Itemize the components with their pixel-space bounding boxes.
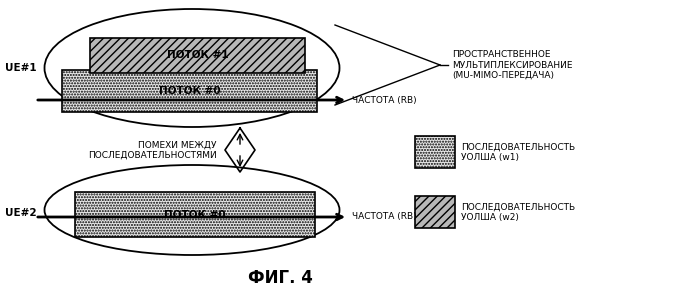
Text: ПОМЕХИ МЕЖДУ
ПОСЛЕДОВАТЕЛЬНОСТЯМИ: ПОМЕХИ МЕЖДУ ПОСЛЕДОВАТЕЛЬНОСТЯМИ <box>88 140 217 160</box>
Bar <box>90 38 305 73</box>
Bar <box>62 70 317 112</box>
Text: ФИГ. 4: ФИГ. 4 <box>248 269 313 287</box>
Text: ПОТОК #1: ПОТОК #1 <box>167 50 228 61</box>
Text: ЧАСТОТА (RB): ЧАСТОТА (RB) <box>352 95 417 104</box>
Text: ПРОСТРАНСТВЕННОЕ
МУЛЬТИПЛЕКСИРОВАНИЕ
(MU-MIMO-ПЕРЕДАЧА): ПРОСТРАНСТВЕННОЕ МУЛЬТИПЛЕКСИРОВАНИЕ (MU… <box>452 50 572 80</box>
Text: UE#1: UE#1 <box>5 63 36 73</box>
Text: ЧАСТОТА (RB): ЧАСТОТА (RB) <box>352 213 417 222</box>
Bar <box>415 196 455 228</box>
Text: ПОТОК #0: ПОТОК #0 <box>164 209 226 220</box>
Text: ПОСЛЕДОВАТЕЛЬНОСТЬ
УОЛША (w1): ПОСЛЕДОВАТЕЛЬНОСТЬ УОЛША (w1) <box>461 142 575 162</box>
Text: UE#2: UE#2 <box>5 208 36 218</box>
Bar <box>75 192 315 237</box>
Bar <box>415 136 455 168</box>
Text: ПОСЛЕДОВАТЕЛЬНОСТЬ
УОЛША (w2): ПОСЛЕДОВАТЕЛЬНОСТЬ УОЛША (w2) <box>461 202 575 222</box>
Text: ПОТОК #0: ПОТОК #0 <box>158 86 221 96</box>
